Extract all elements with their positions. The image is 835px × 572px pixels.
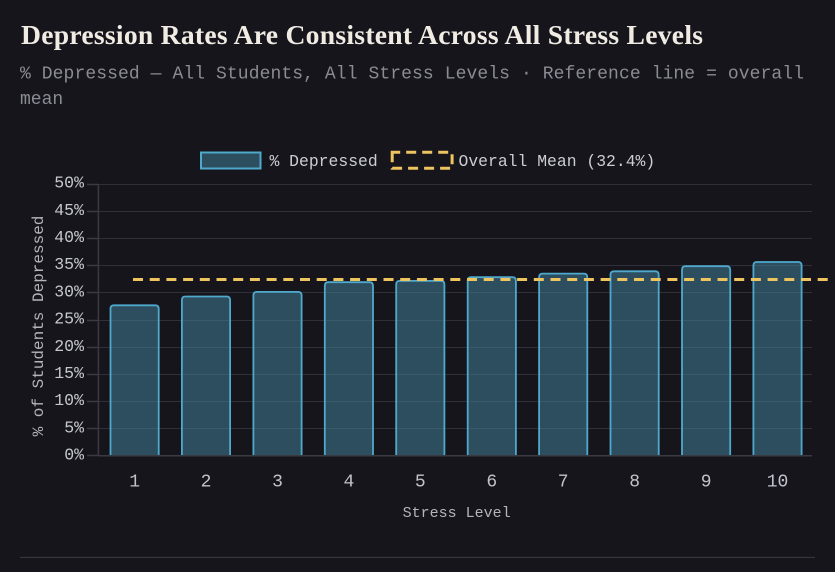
svg-text:5: 5 [415, 473, 426, 493]
svg-text:20%: 20% [54, 337, 84, 356]
svg-text:50%: 50% [54, 174, 84, 193]
svg-text:0%: 0% [64, 446, 84, 465]
svg-text:% Depressed: % Depressed [270, 152, 378, 171]
svg-text:8: 8 [629, 473, 640, 493]
svg-text:1: 1 [129, 473, 140, 493]
svg-text:% Depressed — All Students, Al: % Depressed — All Students, All Stress L… [20, 65, 804, 85]
svg-text:Stress Level: Stress Level [403, 505, 511, 522]
svg-text:10%: 10% [54, 391, 84, 410]
svg-text:10: 10 [767, 473, 789, 493]
svg-text:Overall Mean (32.4%): Overall Mean (32.4%) [459, 152, 656, 171]
svg-text:25%: 25% [54, 310, 84, 329]
svg-text:6: 6 [486, 473, 497, 493]
svg-text:4: 4 [343, 473, 354, 493]
svg-text:2: 2 [201, 473, 212, 493]
svg-text:7: 7 [558, 473, 569, 493]
svg-text:45%: 45% [54, 201, 84, 220]
svg-text:30%: 30% [54, 282, 84, 301]
svg-text:mean: mean [20, 90, 63, 110]
svg-text:5%: 5% [64, 418, 84, 437]
svg-text:9: 9 [701, 473, 712, 493]
svg-text:40%: 40% [54, 228, 84, 247]
svg-text:3: 3 [272, 473, 283, 493]
svg-text:Depression Rates Are Consisten: Depression Rates Are Consistent Across A… [21, 19, 703, 50]
svg-text:35%: 35% [54, 255, 84, 274]
svg-text:% of Students Depressed: % of Students Depressed [30, 216, 48, 437]
svg-text:15%: 15% [54, 364, 84, 383]
